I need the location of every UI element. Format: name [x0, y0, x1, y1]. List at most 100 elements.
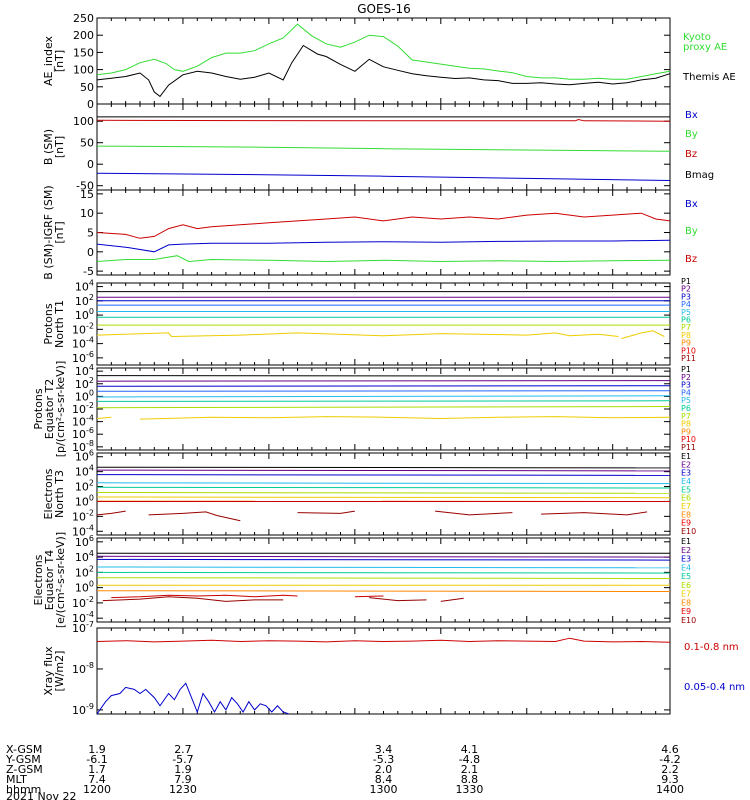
legend-label: E7	[681, 590, 691, 599]
legend-label: By	[685, 129, 698, 140]
legend-label: E10	[681, 616, 696, 625]
y-tick-label: 150	[73, 46, 94, 59]
y-tick-label: 100	[75, 307, 94, 322]
y-tick-label: 10-2	[72, 401, 94, 416]
series-line-e10b	[369, 597, 427, 602]
legend-label: E4	[681, 563, 691, 572]
legend-label: 0.05-0.4 nm	[684, 682, 745, 693]
legend-label: E2	[681, 546, 691, 555]
legend-label: P2	[681, 373, 691, 382]
x-axis-value: 1200	[83, 783, 111, 796]
y-axis-label: North T1	[53, 300, 66, 348]
series-line-e5	[96, 571, 671, 574]
y-axis-label: Electrons	[42, 468, 55, 519]
legend-label: E9	[681, 519, 691, 528]
x-axis-value: 2.1	[461, 763, 479, 776]
legend-label: E5	[681, 572, 691, 581]
series-line-p6	[96, 400, 671, 402]
y-tick-label: 10-7	[72, 620, 94, 635]
x-axis-value: 4.1	[461, 743, 479, 756]
legend-label: P11	[681, 443, 696, 452]
legend-label: P7	[681, 323, 691, 332]
y-tick-label: 100	[73, 115, 94, 128]
x-axis-value: -5.3	[373, 753, 394, 766]
series-line-bz	[96, 118, 671, 122]
y-tick-label: 10-8	[72, 661, 94, 676]
legend-label: P9	[681, 339, 691, 348]
panel-frame	[96, 452, 671, 536]
x-axis-value: 1230	[169, 783, 197, 796]
legend-label: P3	[681, 292, 691, 301]
y-axis-label: AE_index	[42, 35, 55, 86]
legend-label: E5	[681, 485, 691, 494]
series-line-p8	[96, 416, 112, 419]
legend-label: E6	[681, 581, 691, 590]
legend-label: E3	[681, 555, 691, 564]
y-axis-label: Equator T4	[43, 550, 56, 610]
x-axis-value: 1400	[656, 783, 684, 796]
y-tick-label: 102	[75, 376, 94, 391]
x-axis-value: -4.2	[659, 753, 680, 766]
x-axis-value: 2.2	[661, 763, 679, 776]
series-line-e4	[96, 482, 671, 485]
y-tick-label: 250	[73, 12, 94, 25]
y-tick-label: -50	[76, 180, 94, 193]
legend-label: Kyoto	[683, 32, 711, 43]
legend-label: E8	[681, 510, 691, 519]
y-tick-label: 100	[75, 493, 94, 508]
legend-label: E1	[681, 452, 691, 461]
y-tick-label: 10-6	[72, 350, 94, 365]
legend-label: E9	[681, 607, 691, 616]
series-line-e3	[96, 558, 671, 561]
legend-label: P9	[681, 427, 691, 436]
y-tick-label: 10-4	[72, 523, 94, 538]
series-line-e6	[96, 492, 671, 494]
legend-label: E7	[681, 502, 691, 511]
y-tick-label: 100	[73, 64, 94, 77]
panel-xray: 10-7 10-8 10-9 Xray flux[W/m2] 0.1-0.8 nm 0.0…	[42, 620, 745, 717]
y-axis-label: [W/m2]	[53, 651, 66, 692]
x-axis-value: 2.0	[375, 763, 393, 776]
legend-label: P10	[681, 346, 696, 355]
series-line-e1	[96, 466, 671, 469]
legend-label: P3	[681, 381, 691, 390]
y-tick-label: 50	[80, 81, 94, 94]
series-line-e9b	[354, 595, 384, 598]
y-tick-label: 0	[87, 246, 94, 259]
x-axis-value: 1.7	[88, 763, 106, 776]
y-tick-label: 50	[80, 137, 94, 150]
x-axis-row-label: MLT	[6, 773, 27, 786]
y-axis-label: [nT]	[53, 136, 66, 158]
x-axis-row-label: Z-GSM	[6, 763, 43, 776]
series-line-e10e	[541, 511, 648, 516]
series-line-e8	[96, 590, 671, 592]
legend-label: P8	[681, 331, 691, 340]
series-line-e9a	[111, 594, 298, 599]
series-line-kyoto-proxy-ae	[96, 23, 671, 80]
x-axis-value: 2.7	[174, 743, 192, 756]
x-axis-value: 7.9	[174, 773, 192, 786]
legend-label: P1	[681, 277, 691, 286]
series-line-e7	[96, 496, 671, 499]
y-tick-label: 10	[80, 207, 94, 220]
legend-label: Bmag	[685, 170, 714, 181]
legend-label: Bx	[685, 199, 698, 210]
x-axis-row-label: hhmm	[6, 783, 41, 796]
x-axis-value: 3.4	[375, 743, 393, 756]
series-line-bx	[96, 172, 671, 181]
series-line-p7	[96, 406, 671, 409]
legend-label: E2	[681, 460, 691, 469]
panel-frame	[96, 282, 671, 366]
legend-label: P5	[681, 396, 691, 405]
series-line-p8b	[139, 416, 671, 420]
y-tick-label: 10-2	[72, 321, 94, 336]
x-axis-value: 9.3	[661, 773, 679, 786]
y-tick-label: 10-4	[72, 414, 94, 429]
series-line-p8	[96, 332, 619, 338]
x-axis-value: 1330	[455, 783, 483, 796]
series-line-e3	[96, 474, 671, 476]
